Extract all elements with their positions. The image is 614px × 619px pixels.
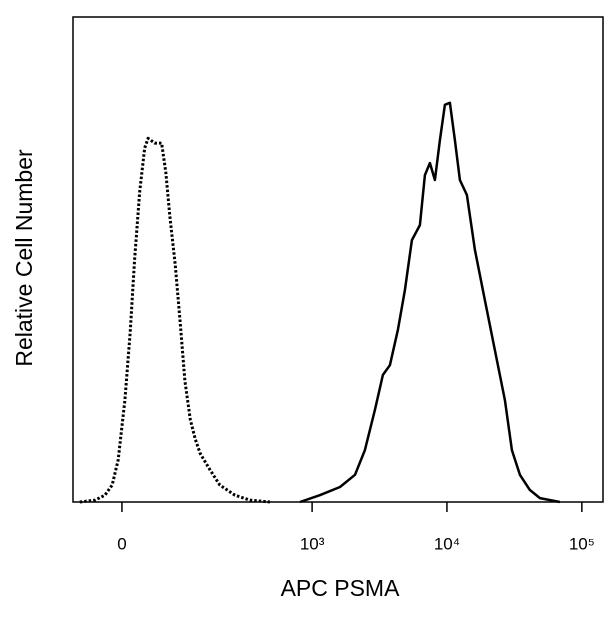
y-axis-label: Relative Cell Number — [11, 149, 37, 367]
histogram-curve — [79, 136, 271, 504]
x-tick-label: 10⁴ — [434, 534, 460, 553]
x-axis-label: APC PSMA — [281, 575, 401, 601]
plot-frame — [72, 16, 604, 503]
x-tick-label: 10³ — [300, 534, 325, 553]
x-tick-label: 0 — [117, 534, 126, 553]
histogram-curve — [299, 101, 561, 504]
x-tick-label: 10⁵ — [569, 534, 595, 553]
